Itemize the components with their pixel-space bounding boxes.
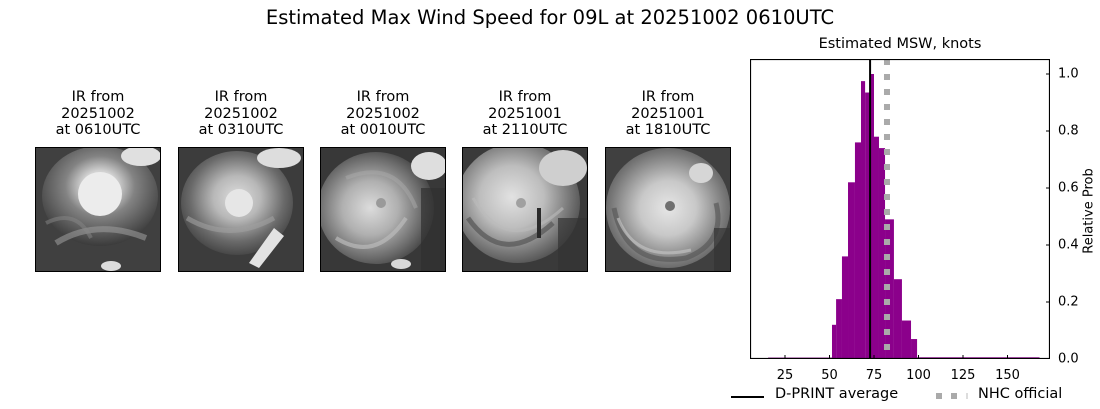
histogram-bar — [831, 324, 837, 359]
ir-satellite-image — [178, 147, 304, 272]
x-tick-label: 100 — [906, 368, 931, 383]
plot-frame — [750, 59, 1050, 359]
x-tick-label: 50 — [821, 368, 838, 383]
histogram-bar — [911, 339, 918, 359]
ir-panel-title: IR from 20251002 at 0310UTC — [198, 89, 284, 138]
histogram-bar — [861, 81, 866, 359]
histogram-bar — [841, 256, 849, 359]
histogram-bar — [854, 142, 862, 359]
figure-title: Estimated Max Wind Speed for 09L at 2025… — [265, 6, 835, 29]
y-tick-label: 0.0 — [1058, 351, 1079, 367]
legend-label-dprint: D-PRINT average — [775, 386, 899, 402]
histogram-bar — [865, 92, 871, 359]
y-tick-label: 0.4 — [1058, 237, 1079, 253]
ir-satellite-image — [320, 147, 446, 272]
x-tick-label: 125 — [950, 368, 976, 383]
histogram-bar — [836, 299, 842, 359]
y-tick-label: 0.6 — [1058, 180, 1079, 196]
x-tick-label: 25 — [776, 368, 794, 383]
y-tick-label: 0.2 — [1058, 294, 1079, 310]
ir-satellite-image — [462, 147, 588, 272]
legend-label-nhc: NHC official — [978, 386, 1063, 402]
histogram-bar — [901, 320, 912, 359]
histogram-plot-area — [750, 59, 1050, 359]
y-tick-label: 0.8 — [1058, 123, 1079, 139]
histogram-bar — [893, 279, 902, 359]
y-tick-label: 1.0 — [1058, 66, 1079, 82]
ir-panel-title: IR from 20251001 at 2110UTC — [482, 89, 568, 138]
ir-panel-title: IR from 20251002 at 0610UTC — [55, 89, 141, 138]
histogram-bar — [848, 182, 855, 359]
x-tick-label: 150 — [995, 368, 1020, 383]
histogram-bar — [874, 136, 879, 359]
ir-panel-title: IR from 20251001 at 1810UTC — [625, 89, 711, 138]
y-axis-label: Relative Prob — [1081, 168, 1097, 254]
histogram-bar — [870, 74, 874, 359]
ir-panel-title: IR from 20251002 at 0010UTC — [340, 89, 426, 138]
histogram-bar — [878, 148, 886, 359]
x-tick-label: 75 — [865, 368, 883, 383]
chart-title: Estimated MSW, knots — [818, 36, 982, 52]
ir-satellite-image — [35, 147, 161, 272]
ir-satellite-image — [605, 147, 731, 272]
legend-solid-line-swatch — [731, 396, 764, 398]
legend-dotted-line-swatch — [936, 393, 968, 399]
